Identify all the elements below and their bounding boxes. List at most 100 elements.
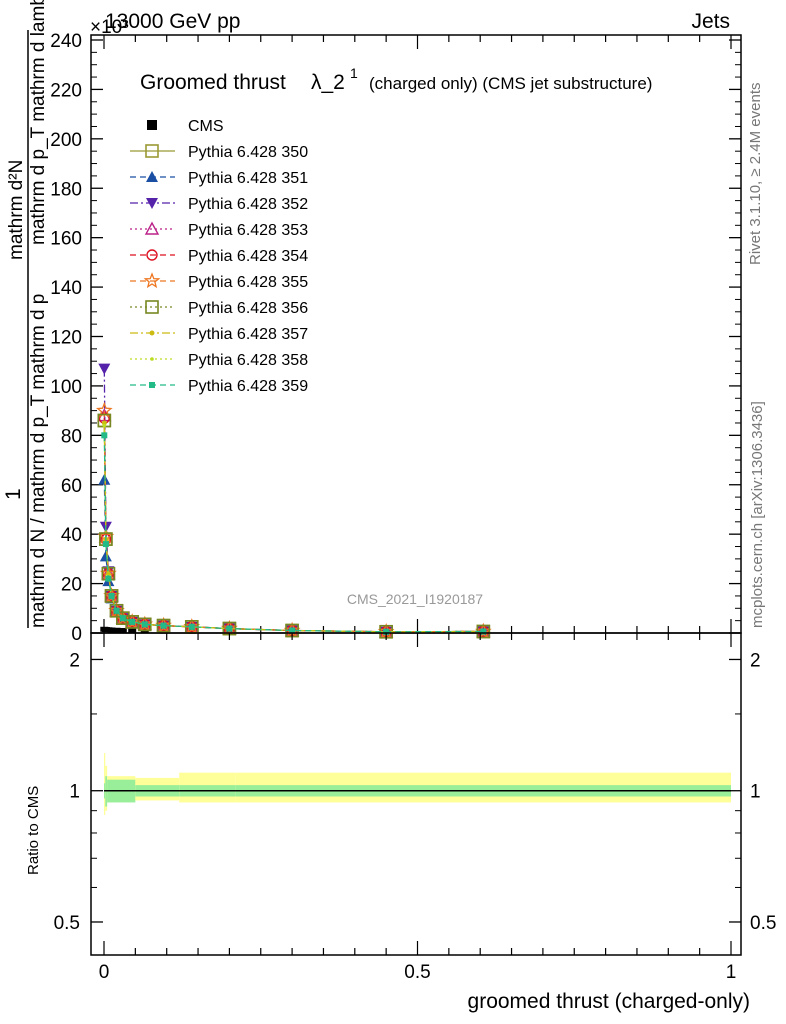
legend-entry: Pythia 6.428 357	[130, 326, 308, 343]
legend-entry: Pythia 6.428 353	[130, 221, 308, 239]
main-ytick-label: 20	[61, 575, 82, 596]
data-point	[112, 627, 121, 633]
data-point	[129, 618, 136, 625]
legend-marker	[146, 249, 158, 261]
data-point	[221, 619, 238, 636]
main-ytick-label: 80	[61, 426, 82, 447]
legend-entry: Pythia 6.428 350	[130, 144, 308, 161]
data-point	[226, 625, 233, 632]
data-point	[119, 615, 126, 622]
legend-entry: Pythia 6.428 356	[130, 300, 308, 317]
legend: CMS Pythia 6.428 350 Pythia 6.428 351 Pythi…	[130, 118, 308, 395]
ylabel-mid: mathrm d p_T mathrm d lambda	[28, 0, 49, 245]
data-point	[128, 628, 137, 634]
main-ylabel: 1 mathrm d N / mathrm d p_T mathrm d p m…	[2, 0, 49, 628]
legend-marker	[149, 382, 155, 388]
legend-label: Pythia 6.428 353	[188, 222, 308, 239]
main-ytick-label: 60	[61, 476, 82, 497]
ratio-y-ticks: 0.5 0.5 1 1 2 2	[54, 650, 777, 934]
legend-entry: Pythia 6.428 355	[130, 272, 308, 291]
data-point	[383, 628, 390, 635]
legend-label: Pythia 6.428 351	[188, 170, 308, 187]
data-point	[136, 615, 154, 632]
legend-label: Pythia 6.428 352	[188, 196, 308, 213]
data-point	[118, 628, 127, 634]
legend-marker	[144, 221, 160, 235]
main-ytick-label: 0	[71, 624, 82, 645]
series-pythia-2	[98, 473, 490, 637]
legend-label: Pythia 6.428 357	[188, 326, 308, 343]
ratio-ylabel: Ratio to CMS	[25, 786, 42, 875]
ratio-ytick-label-right: 2	[750, 650, 761, 671]
series-line	[103, 425, 484, 633]
data-point	[116, 611, 130, 625]
legend-entry: Pythia 6.428 351	[130, 170, 308, 187]
xtick-label: 0.5	[404, 962, 430, 983]
legend-marker	[146, 198, 158, 209]
legend-entry: Pythia 6.428 352	[130, 196, 308, 213]
mcplots-label: mcplots.cern.ch [arXiv:1306.3436]	[749, 401, 766, 628]
plot-title: Groomed thrust λ_2 1 (charged only) (CMS…	[140, 65, 652, 94]
legend-label: Pythia 6.428 350	[188, 144, 308, 161]
ratio-ytick-label: 0.5	[54, 913, 80, 934]
data-point	[113, 607, 120, 614]
series-layer	[96, 363, 492, 639]
legend-label: Pythia 6.428 354	[188, 248, 308, 265]
data-point	[107, 627, 116, 633]
data-point	[155, 616, 172, 633]
series-pythia-10	[101, 432, 487, 635]
data-point	[105, 575, 112, 582]
legend-entry: Pythia 6.428 354	[130, 248, 308, 265]
analysis-watermark: CMS_2021_I1920187	[347, 591, 483, 607]
header-exponent: ×10³	[90, 17, 129, 38]
ratio-ytick-label: 2	[69, 650, 80, 671]
legend-label: Pythia 6.428 359	[188, 378, 308, 395]
series-line	[103, 479, 484, 633]
data-point	[102, 541, 109, 548]
main-ytick-label: 200	[50, 130, 82, 151]
legend-label: Pythia 6.428 355	[188, 274, 308, 291]
ratio-ytick-label: 1	[69, 782, 80, 803]
data-point	[96, 401, 113, 418]
legend-entry: Pythia 6.428 358	[130, 352, 308, 369]
data-point	[99, 550, 112, 562]
main-ytick-label: 120	[50, 328, 82, 349]
data-point	[104, 589, 119, 603]
data-point	[141, 621, 148, 628]
legend-label: Pythia 6.428 356	[188, 300, 308, 317]
series-line	[103, 435, 484, 633]
legend-marker	[143, 272, 161, 289]
xtick-label: 1	[726, 962, 737, 983]
main-ytick-label: 40	[61, 525, 82, 546]
data-point	[98, 363, 111, 375]
ratio-x-ticks: 0 0.5 1	[99, 633, 737, 983]
legend-entry: CMS	[147, 118, 224, 135]
ylabel-numerator: mathrm d²N	[6, 160, 27, 260]
main-ytick-label: 220	[50, 80, 82, 101]
data-point	[102, 423, 107, 428]
main-ytick-label: 100	[50, 377, 82, 398]
ratio-ytick-label-right: 1	[750, 782, 761, 803]
x-axis-label: groomed thrust (charged-only)	[468, 990, 750, 1013]
data-point	[480, 628, 487, 635]
legend-marker	[147, 120, 157, 130]
ratio-bands	[104, 753, 732, 815]
main-ytick-label: 160	[50, 229, 82, 250]
legend-marker	[145, 300, 159, 314]
legend-entry: Pythia 6.428 359	[130, 378, 308, 395]
ratio-ytick-label-right: 0.5	[750, 913, 776, 934]
ratio-panel-frame	[90, 632, 742, 956]
data-point	[108, 592, 115, 599]
ylabel-denominator: mathrm d N / mathrm d p_T mathrm d p	[28, 294, 49, 628]
xtick-label: 0	[99, 962, 110, 983]
legend-marker	[150, 357, 154, 361]
legend-label: CMS	[188, 118, 224, 135]
header-left: 13000 GeV pp	[105, 10, 240, 33]
title-lambda: λ_2	[311, 71, 345, 94]
legend-marker	[145, 144, 159, 158]
legend-label: Pythia 6.428 358	[188, 352, 308, 369]
ylabel-one: 1	[2, 488, 25, 500]
main-ytick-label: 140	[50, 278, 82, 299]
data-point	[101, 432, 108, 439]
